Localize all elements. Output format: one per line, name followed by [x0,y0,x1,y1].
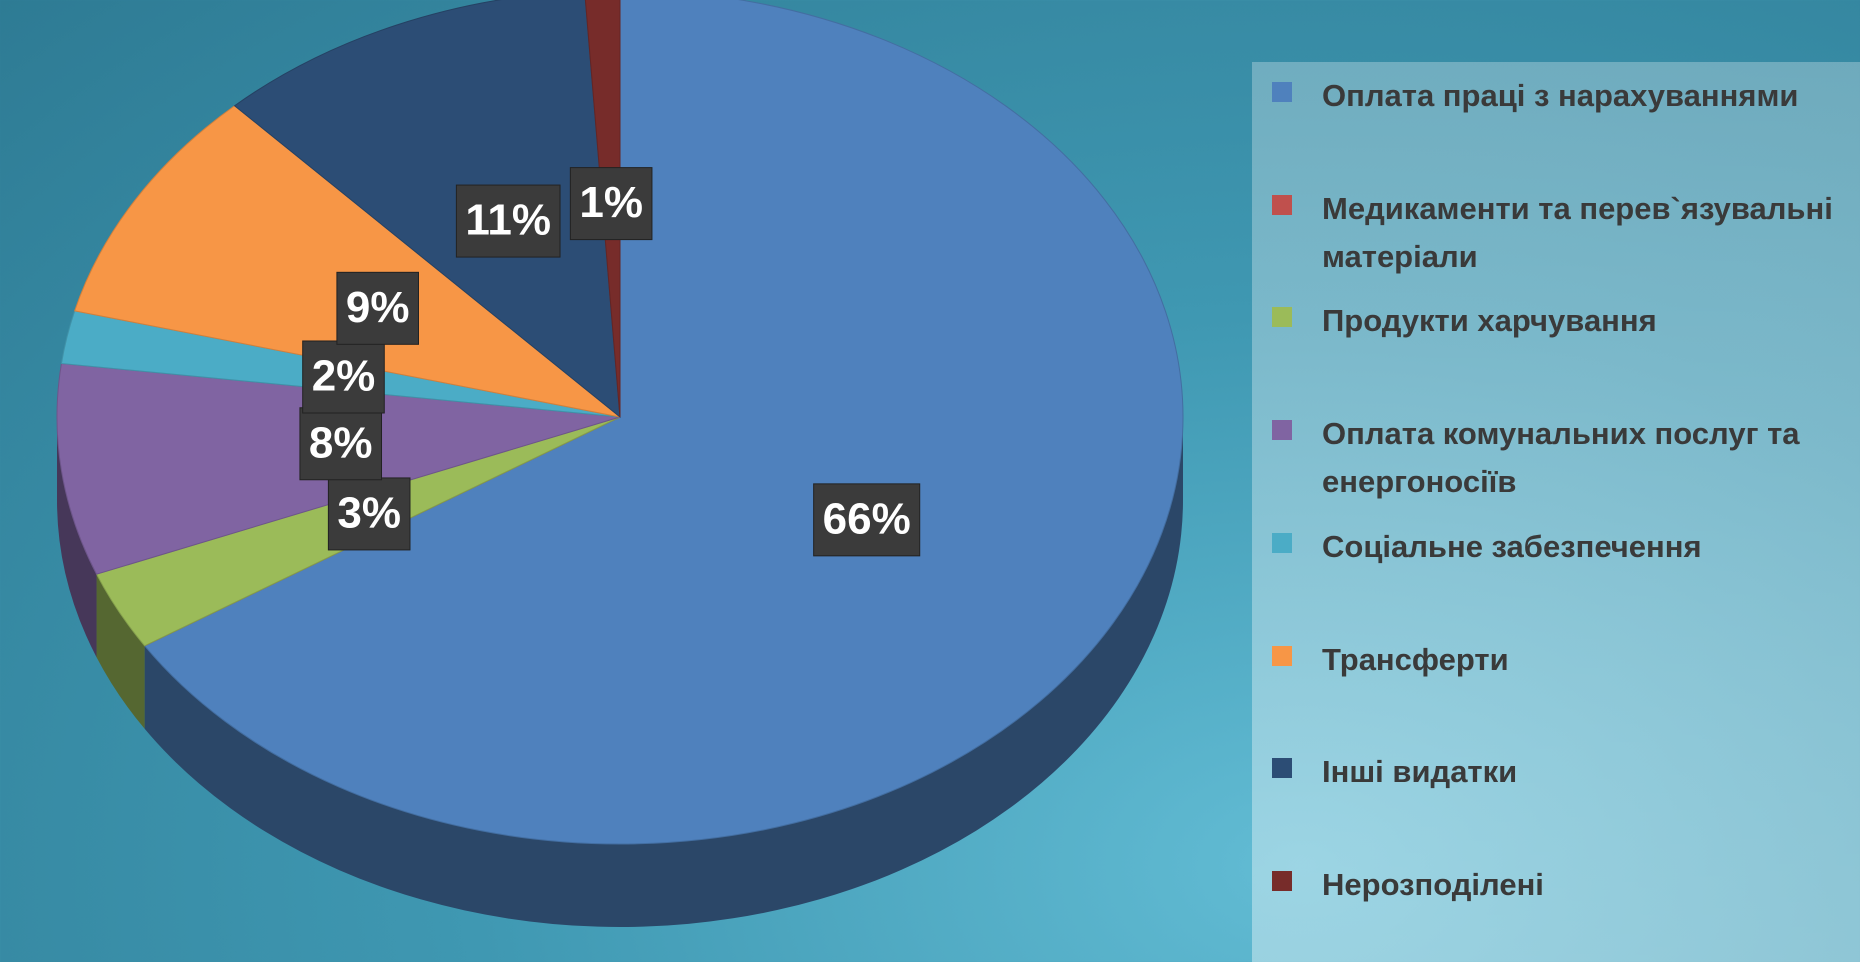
legend-swatch [1272,194,1292,215]
data-label: 8% [299,407,383,481]
data-label-text: 3% [337,489,401,538]
data-label-box [813,483,921,557]
legend-label: Оплата комунальних послуг та енергоносії… [1322,416,1800,500]
data-label: 11% [455,184,561,258]
data-label: 9% [336,271,419,345]
legend-label: Інші видатки [1322,754,1518,790]
data-label-box [455,184,561,258]
legend-label: Соціальне забезпечення [1322,528,1702,564]
legend: Оплата праці з нарахуваннями Медикаменти … [1252,62,1860,962]
slice [143,0,1184,845]
data-label-box [569,167,653,241]
data-label-box [302,340,385,414]
data-label: 66% [813,483,921,557]
data-label-box [336,271,419,345]
slice [74,105,621,418]
legend-label: Трансферти [1322,641,1509,677]
data-label-box [299,407,383,481]
legend-swatch [1272,758,1292,779]
data-label: 1% [569,167,653,241]
legend-swatch [1272,420,1292,441]
legend-swatch [1272,307,1292,328]
legend-swatch [1272,532,1292,553]
data-label-text: 8% [309,418,373,467]
legend-label: Оплата праці з нарахуваннями [1322,78,1799,113]
data-label: 3% [327,477,411,551]
legend-label: Продукти харчування [1322,303,1657,339]
data-label: 2% [302,340,385,414]
slice-side [144,417,1184,928]
legend-label: Нерозподілені [1322,866,1544,902]
data-label-text: 2% [312,352,376,401]
slice-side [57,417,97,658]
data-label-text: 1% [579,178,643,227]
slice [233,0,621,419]
data-label-text: 11% [465,196,551,245]
legend-swatch [1272,82,1292,102]
data-label-text: 66% [823,494,911,543]
legend-swatch [1272,870,1292,891]
data-label-text: 9% [346,283,410,332]
slice-side [96,574,145,729]
data-label-box [327,477,411,551]
legend-swatch [1272,645,1292,666]
legend-label: Медикаменти та перев`язувальні матеріали [1322,190,1833,274]
